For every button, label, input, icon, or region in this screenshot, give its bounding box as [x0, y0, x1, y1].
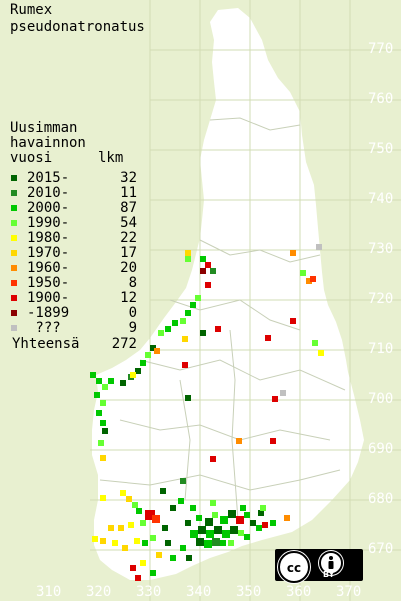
x-axis-label: 360 — [286, 584, 312, 600]
finland-landmass — [92, 8, 364, 580]
legend: Uusimman havainnon vuosi lkm 2015- 32 201… — [10, 120, 137, 352]
observation-markers — [90, 244, 324, 581]
legend-label: 2000- — [27, 200, 70, 216]
legend-swatch — [11, 190, 17, 196]
legend-swatch — [11, 310, 17, 316]
legend-total: Yhteensä 272 — [12, 337, 150, 352]
legend-swatch — [11, 250, 17, 256]
legend-count: 54 — [120, 215, 137, 231]
y-axis-label: 730 — [368, 241, 394, 257]
legend-count: 22 — [120, 230, 137, 246]
legend-count: 0 — [128, 305, 137, 321]
legend-count: 12 — [120, 290, 137, 306]
region-borders — [99, 117, 346, 521]
legend-row: ??? 9 — [10, 321, 150, 336]
title-genus: Rumex — [10, 2, 53, 18]
legend-count: 17 — [120, 245, 137, 261]
x-axis-label: 370 — [336, 584, 362, 600]
legend-label: -1899 — [27, 305, 70, 321]
legend-row: 2010- 11 — [10, 186, 150, 201]
x-axis-label: 340 — [186, 584, 212, 600]
y-axis-label: 770 — [368, 41, 394, 57]
coordinate-grid — [90, 0, 401, 601]
legend-rows: 2015- 32 2010- 11 2000- 87 1990- 54 1980- 22 … — [10, 171, 150, 336]
legend-swatch — [11, 175, 17, 181]
legend-row: 1950- 8 — [10, 276, 150, 291]
y-axis-label: 670 — [368, 541, 394, 557]
legend-swatch — [11, 325, 17, 331]
y-axis-label: 740 — [368, 191, 394, 207]
y-axis-label: 690 — [368, 441, 394, 457]
legend-total-count: 272 — [111, 336, 137, 352]
legend-heading-line-3: vuosi — [10, 150, 53, 166]
legend-heading-line-1: Uusimman — [10, 120, 78, 136]
y-axis-label: 710 — [368, 341, 394, 357]
legend-label: 2010- — [27, 185, 70, 201]
legend-label: ??? — [27, 320, 61, 336]
legend-label: 1980- — [27, 230, 70, 246]
legend-swatch — [11, 205, 17, 211]
person-icon — [319, 551, 343, 575]
legend-swatch — [11, 265, 17, 271]
legend-row: 1970- 17 — [10, 246, 150, 261]
x-axis-label: 350 — [236, 584, 262, 600]
legend-row: -1899 0 — [10, 306, 150, 321]
y-axis-label: 750 — [368, 141, 394, 157]
legend-count: 87 — [120, 200, 137, 216]
legend-count: 20 — [120, 260, 137, 276]
legend-swatch — [11, 280, 17, 286]
y-axis-label: 760 — [368, 91, 394, 107]
cc-icon: cc — [278, 551, 310, 583]
legend-label: 1970- — [27, 245, 70, 261]
y-axis-label: 680 — [368, 491, 394, 507]
legend-row: 1900- 12 — [10, 291, 150, 306]
svg-text:cc: cc — [287, 561, 301, 575]
y-axis-label: 700 — [368, 391, 394, 407]
legend-row: 1960- 20 — [10, 261, 150, 276]
legend-swatch — [11, 235, 17, 241]
map-title: Rumex pseudonatronatus — [10, 2, 145, 36]
legend-count: 8 — [128, 275, 137, 291]
legend-label: 1960- — [27, 260, 70, 276]
y-axis-label: 720 — [368, 291, 394, 307]
title-species: pseudonatronatus — [10, 19, 145, 35]
cc-by-icon[interactable]: cc BY — [275, 549, 363, 583]
legend-count: 11 — [120, 185, 137, 201]
legend-swatch — [11, 220, 17, 226]
legend-label: 1990- — [27, 215, 70, 231]
legend-count: 9 — [128, 320, 137, 336]
legend-total-label: Yhteensä — [12, 336, 80, 352]
legend-label: 1900- — [27, 290, 70, 306]
legend-row: 1980- 22 — [10, 231, 150, 246]
legend-label: 1950- — [27, 275, 70, 291]
legend-row: 2000- 87 — [10, 201, 150, 216]
legend-swatch — [11, 295, 17, 301]
legend-label: 2015- — [27, 170, 70, 186]
legend-count-heading: lkm — [98, 150, 124, 166]
x-axis-label: 320 — [86, 584, 112, 600]
legend-heading-line-2: havainnon — [10, 135, 86, 151]
x-axis-label: 310 — [36, 584, 62, 600]
legend-row: 1990- 54 — [10, 216, 150, 231]
legend-count: 32 — [120, 170, 137, 186]
x-axis-label: 330 — [136, 584, 162, 600]
legend-heading: Uusimman havainnon vuosi lkm — [10, 120, 123, 166]
legend-row: 2015- 32 — [10, 171, 150, 186]
license-label: BY — [323, 570, 335, 579]
